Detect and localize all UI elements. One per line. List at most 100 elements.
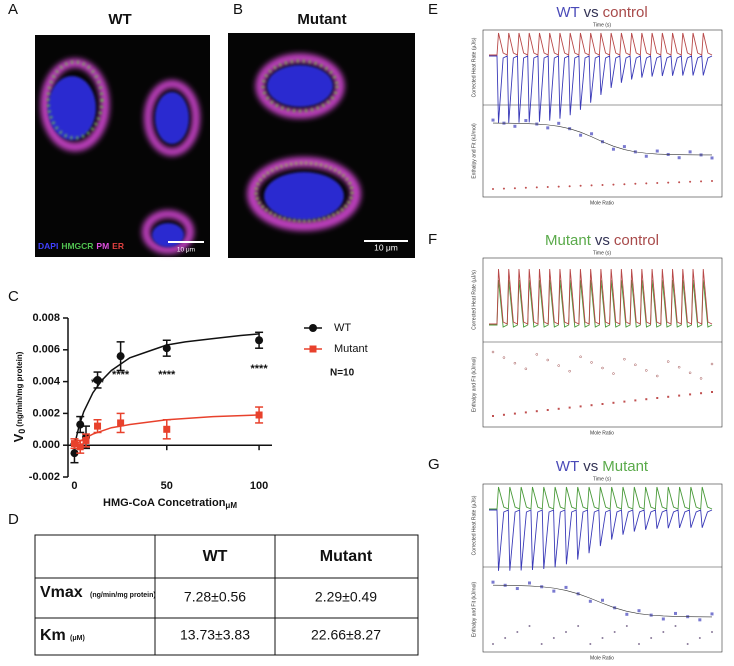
itc-title: Mutant vs control — [545, 232, 659, 249]
itc-point — [524, 367, 528, 371]
itc-point — [622, 145, 626, 149]
itc-point — [601, 637, 604, 639]
significance: **** — [112, 369, 130, 381]
itc-point — [540, 643, 543, 645]
itc-y-top: Corrected Heat Rate (μJ/s) — [471, 270, 477, 330]
itc-point — [698, 637, 701, 639]
panel-label: G — [428, 456, 440, 473]
itc-point — [588, 599, 592, 603]
itc-point — [612, 183, 615, 186]
itc-point — [625, 625, 628, 627]
point — [94, 422, 102, 430]
x-tick-label: 100 — [250, 480, 268, 492]
row-name: Vmax — [40, 584, 83, 601]
itc-point — [634, 363, 637, 367]
itc-point — [491, 118, 495, 122]
image-legend: DAPI HMGCR PM ER — [38, 241, 124, 251]
itc-point — [492, 188, 494, 190]
itc-point — [491, 350, 495, 354]
itc-point — [674, 625, 677, 627]
itc-point — [601, 184, 604, 186]
itc-point — [656, 397, 659, 399]
itc-point — [710, 156, 714, 160]
itc-point — [515, 587, 519, 591]
itc-point — [557, 407, 560, 410]
itc-point — [674, 611, 677, 615]
itc-point — [601, 403, 604, 405]
itc-point — [688, 150, 692, 154]
itc-frame — [482, 483, 723, 653]
itc-trace — [489, 55, 713, 123]
itc-point — [601, 598, 604, 602]
itc-point — [611, 147, 615, 151]
itc-point — [656, 374, 659, 378]
y-tick-label: 0.002 — [32, 407, 60, 419]
image-wt — [35, 35, 210, 257]
itc-point — [710, 362, 714, 366]
itc-point — [711, 180, 713, 182]
itc-point — [535, 186, 538, 189]
itc-point — [612, 401, 615, 404]
text-part: PM — [96, 241, 109, 251]
itc-point — [579, 355, 582, 359]
itc-fit — [492, 122, 713, 156]
itc-point — [557, 364, 560, 367]
itc-point — [637, 609, 641, 613]
panel-label: B — [233, 1, 243, 18]
itc-point — [601, 366, 604, 370]
point — [255, 411, 263, 419]
table-cell: 7.28±0.56 — [184, 589, 246, 605]
point — [117, 419, 125, 427]
table-header: Mutant — [320, 548, 373, 565]
text-part: V — [11, 433, 26, 442]
itc-point — [590, 132, 594, 136]
itc-point — [502, 413, 505, 416]
itc-y-top: Corrected Heat Rate (μJ/s) — [471, 37, 477, 97]
itc-title: WT vs Mutant — [556, 458, 649, 475]
panel-label: F — [428, 231, 437, 248]
panel-label: E — [428, 1, 438, 18]
itc-point — [698, 618, 702, 622]
itc-x-bottom: Mole Ratio — [590, 200, 614, 206]
itc-title: WT vs control — [556, 4, 647, 21]
itc-point — [613, 631, 616, 633]
itc-point — [589, 643, 592, 645]
table-cell: 22.66±8.27 — [311, 627, 381, 643]
itc-point — [667, 181, 670, 184]
significance: **** — [251, 363, 269, 375]
itc-point — [711, 631, 713, 633]
itc-point — [623, 400, 626, 403]
point — [162, 344, 171, 353]
text-part: Mutant — [602, 458, 649, 475]
itc-trace — [489, 509, 713, 571]
legend-note: N=10 — [330, 368, 355, 379]
itc-trace — [489, 268, 713, 325]
itc-point — [565, 631, 567, 633]
text-part: DAPI — [38, 241, 58, 251]
y-tick-label: 0.006 — [32, 344, 60, 356]
itc-point — [644, 154, 648, 158]
itc-point — [655, 149, 659, 153]
y-tick-label: 0.008 — [32, 312, 60, 324]
fit-curve — [73, 333, 260, 446]
itc-point — [513, 412, 516, 415]
itc-point — [661, 617, 665, 621]
itc-point — [645, 398, 648, 401]
text-part: (ng/min/mg protein) — [90, 592, 156, 599]
itc-point — [502, 356, 506, 359]
itc-point — [699, 377, 703, 380]
image-title: Mutant — [297, 11, 346, 28]
itc-point — [677, 365, 681, 369]
itc-point — [579, 405, 582, 408]
itc-point — [625, 612, 629, 616]
itc-frame — [482, 29, 723, 198]
itc-x-top: Time (s) — [593, 22, 611, 28]
itc-point — [666, 360, 670, 363]
significance: *** — [91, 377, 105, 389]
row-name: Km — [40, 627, 66, 644]
text-part: vs — [583, 458, 598, 475]
text-part: Mutant — [545, 232, 592, 249]
itc-point — [528, 625, 531, 627]
text-part: control — [614, 232, 659, 249]
